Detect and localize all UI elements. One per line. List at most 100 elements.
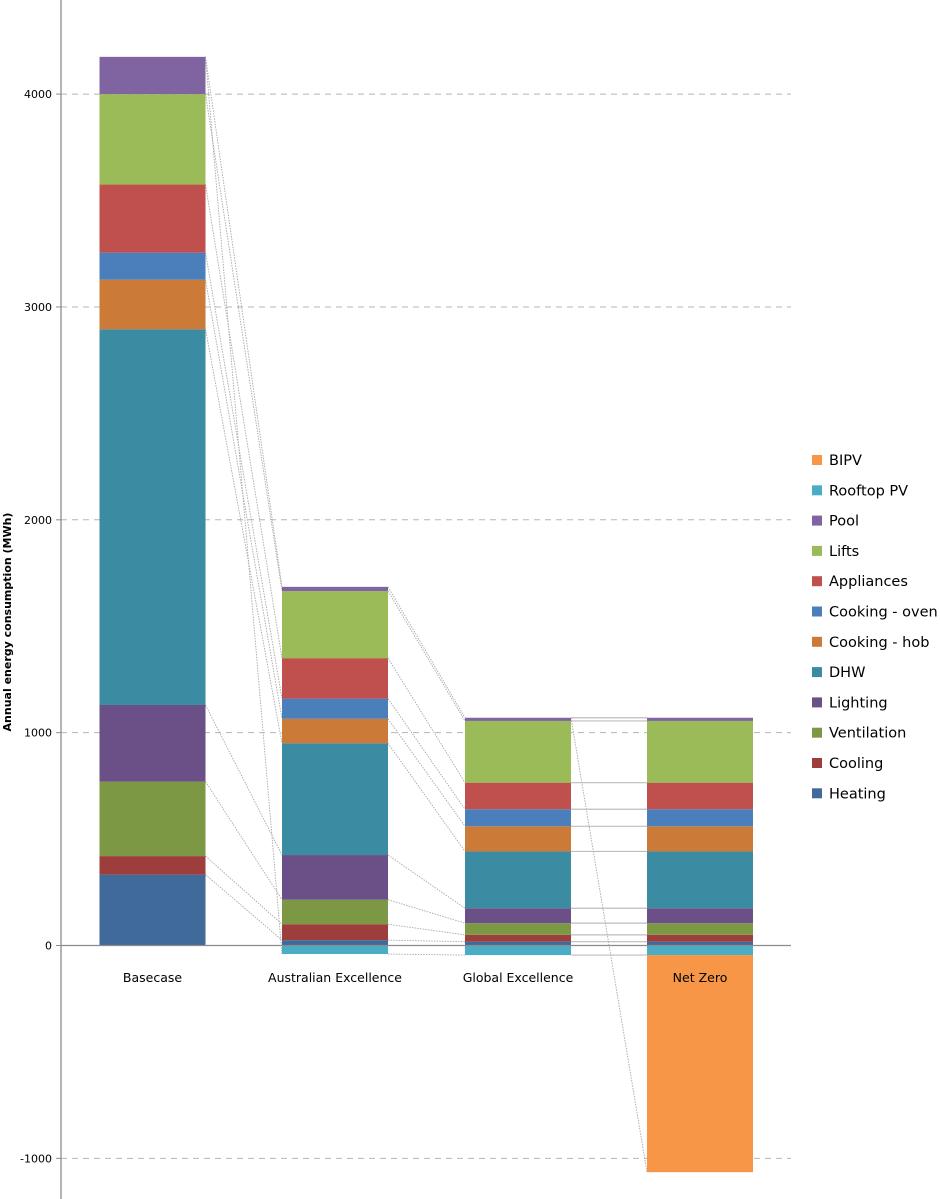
bar-segment-appliances — [99, 184, 206, 253]
bar-segment-ventilation — [99, 781, 206, 857]
series-line — [205, 184, 283, 659]
bar-segment-lifts — [99, 94, 206, 185]
y-tick-label: 3000 — [24, 301, 52, 314]
series-line — [387, 590, 466, 722]
x-category-label: Basecase — [123, 970, 182, 985]
bar-segment-pool — [282, 586, 388, 592]
y-tick-label: 1000 — [24, 727, 52, 740]
bar-segment-ventilation — [282, 899, 388, 925]
y-tick-label: 4000 — [24, 88, 52, 101]
legend-swatch — [812, 667, 822, 678]
x-category-label: Net Zero — [673, 970, 728, 985]
legend: BIPV Rooftop PV Pool Lifts Appliances Cooking… — [812, 453, 938, 802]
legend-swatch — [812, 727, 822, 738]
legend-swatch — [812, 485, 822, 496]
series-line — [205, 874, 283, 941]
series-line — [387, 657, 466, 783]
bar-segment-cooking-oven — [465, 809, 571, 827]
bar-segment-appliances — [647, 782, 753, 810]
y-axis-title: Annual energy consumption (MWh) — [1, 513, 14, 732]
legend-swatch — [812, 758, 822, 768]
x-category-label: Global Excellence — [463, 970, 574, 985]
bar-segment-cooking-hob — [99, 279, 206, 330]
legend-label: Ventilation — [829, 726, 906, 742]
bar-segment-lighting — [647, 908, 753, 924]
y-tick-label: 0 — [45, 940, 52, 953]
bar-segment-dhw — [647, 851, 753, 909]
bar-segment-cooling — [465, 934, 571, 942]
bar-segment-dhw — [465, 851, 571, 909]
bar-segment-rooftop-pv — [647, 945, 753, 956]
bar-segment-heating — [647, 941, 753, 946]
bar-segment-appliances — [282, 658, 388, 699]
bar-segment-cooling — [99, 856, 206, 875]
y-tick-label: -1000 — [20, 1152, 52, 1165]
legend-swatch — [812, 697, 822, 708]
series-line — [387, 586, 466, 718]
bar-segment-appliances — [465, 782, 571, 810]
legend-label: Rooftop PV — [829, 483, 908, 499]
legend-label: Lighting — [829, 695, 888, 711]
bar-segment-rooftop-pv — [465, 945, 571, 956]
x-category-labels: Basecase Australian Excellence Global Exce… — [123, 970, 727, 985]
bar-segment-dhw — [99, 329, 206, 705]
legend-label: Cooking - hob — [829, 635, 929, 651]
bar-segment-pool — [647, 717, 753, 721]
legend-swatch — [812, 606, 822, 617]
bar-segment-bipv — [647, 955, 753, 1173]
bar-segment-lighting — [282, 855, 388, 900]
bar-segment-lifts — [647, 720, 753, 783]
bar-segment-rooftop-pv — [282, 945, 388, 955]
legend-label: DHW — [829, 665, 865, 681]
series-line — [205, 56, 283, 587]
bar-segment-pool — [465, 717, 571, 721]
legend-label: BIPV — [829, 453, 862, 469]
bar-segment-cooking-oven — [282, 698, 388, 719]
series-line — [205, 329, 283, 744]
legend-swatch — [812, 576, 822, 587]
series-line — [205, 56, 283, 955]
bar-segment-cooling — [647, 934, 753, 942]
bar-segment-ventilation — [465, 923, 571, 935]
series-line — [205, 781, 283, 900]
series-line — [387, 854, 466, 909]
series-line — [387, 953, 466, 956]
bar-segment-cooking-oven — [99, 252, 206, 280]
legend-swatch — [812, 515, 822, 526]
series-line — [387, 743, 466, 852]
series-line — [387, 899, 466, 924]
bar-segment-pool — [99, 56, 206, 95]
series-line — [387, 923, 466, 936]
bar-segment-heating — [465, 941, 571, 946]
bar-segment-heating — [99, 874, 206, 946]
bar-segment-cooking-hob — [465, 826, 571, 852]
bar-segment-ventilation — [647, 923, 753, 935]
bar-segment-cooking-oven — [647, 809, 753, 827]
legend-swatch — [812, 636, 822, 647]
series-line — [205, 704, 283, 856]
legend-label: Cooking - oven — [829, 605, 938, 621]
bar-segment-cooking-hob — [282, 718, 388, 744]
series-line — [387, 939, 466, 943]
bar-segment-lifts — [465, 720, 571, 783]
bar-segment-lifts — [282, 591, 388, 659]
bar-segment-heating — [282, 940, 388, 946]
series-line — [205, 855, 283, 925]
bar-segment-dhw — [282, 743, 388, 856]
x-category-label: Australian Excellence — [268, 970, 402, 985]
bar-segment-cooking-hob — [647, 826, 753, 852]
series-line — [387, 698, 466, 810]
series-line — [205, 94, 283, 592]
legend-swatch — [812, 455, 822, 465]
legend-label: Cooling — [829, 756, 883, 772]
bar-segment-cooling — [282, 924, 388, 941]
bars — [99, 56, 753, 1173]
legend-label: Lifts — [829, 544, 859, 560]
legend-label: Appliances — [829, 574, 908, 590]
legend-swatch — [812, 545, 822, 556]
legend-swatch — [812, 788, 822, 799]
series-line — [205, 279, 283, 719]
series-line — [387, 718, 466, 827]
y-tick-labels: -1000 0 1000 2000 3000 4000 — [20, 88, 52, 1165]
